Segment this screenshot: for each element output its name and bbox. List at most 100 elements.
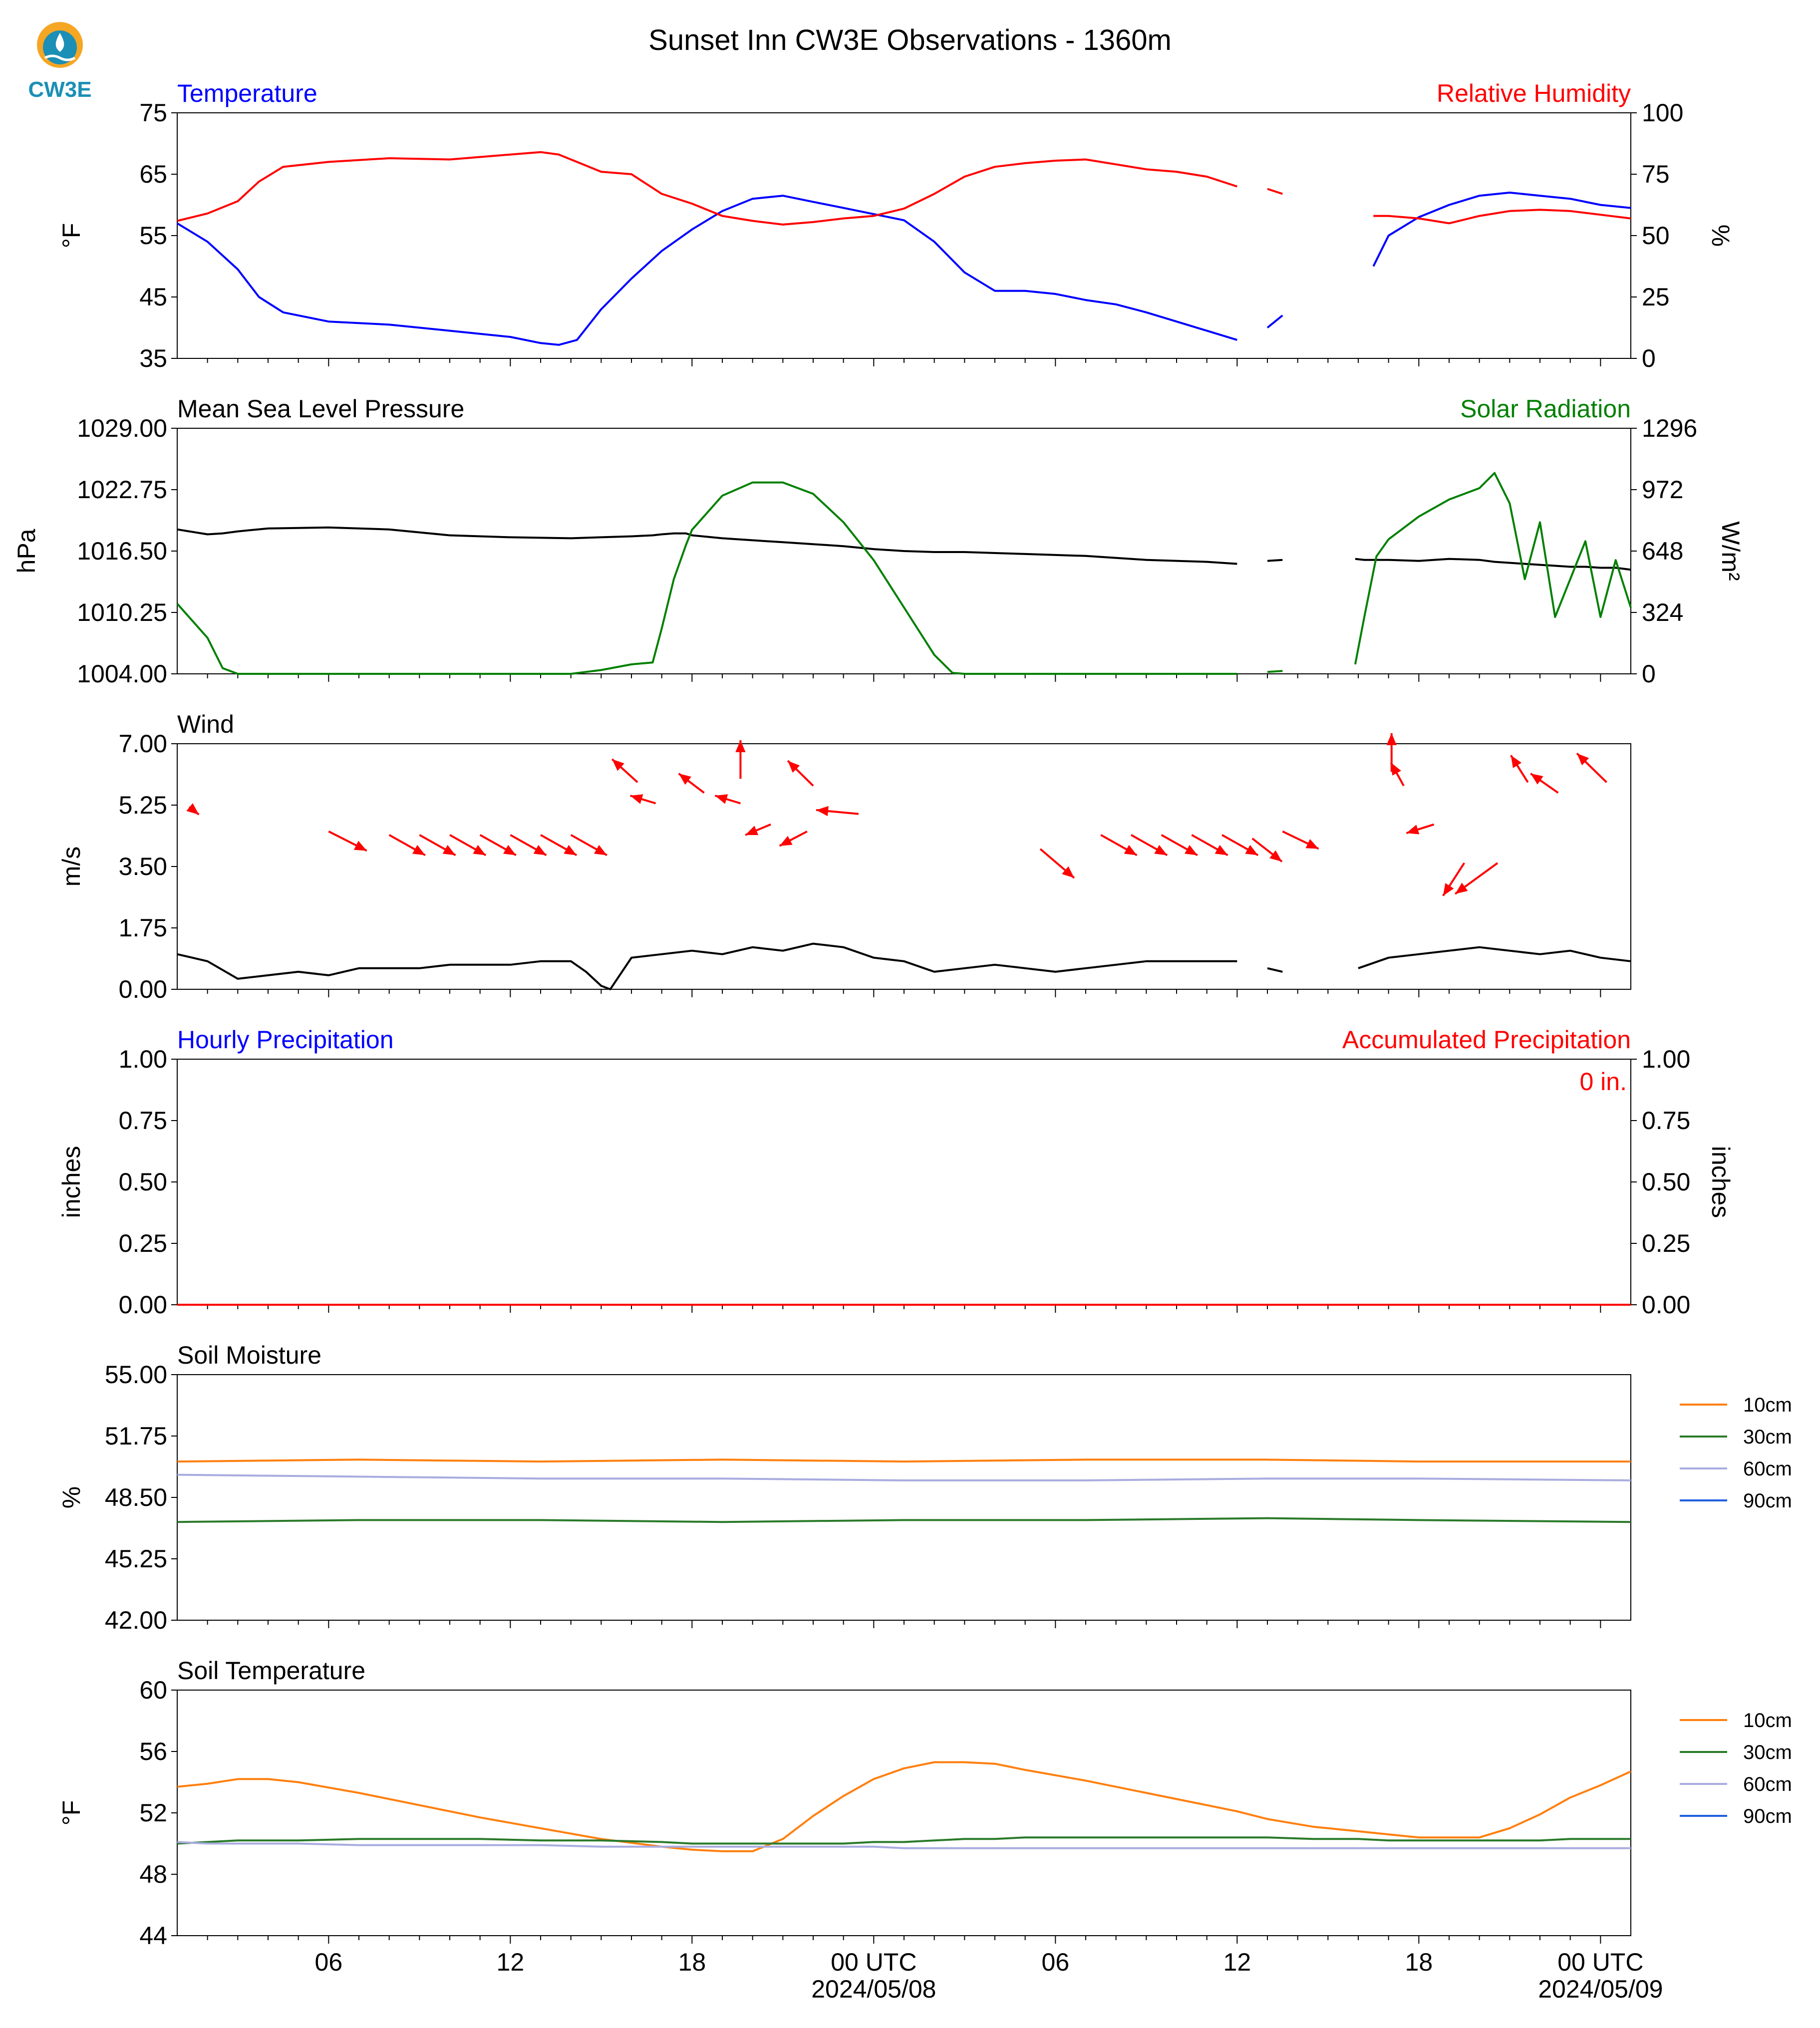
y-tick-label-right: 50: [1642, 222, 1670, 250]
y-tick-label-left: 0.75: [119, 1107, 167, 1135]
plot-frame: [177, 743, 1631, 990]
y-tick-label-right: 75: [1642, 160, 1670, 188]
y-tick-label-left: 44: [139, 1922, 167, 1950]
series-line-10cm: [177, 1761, 1631, 1852]
wind-arrow-head: [1062, 866, 1074, 878]
wind-arrow-head: [564, 845, 577, 856]
y-tick-label-left: 1.00: [119, 1045, 167, 1073]
y-tick-label-left: 1029.00: [77, 414, 167, 442]
y-axis-label-right: W/m²: [1717, 521, 1745, 580]
logo-wave-icon: [44, 54, 76, 61]
y-axis-label-left: inches: [57, 1146, 85, 1218]
series-line-30cm: [177, 1517, 1631, 1523]
x-tick-date-label: 2024/05/08: [811, 1975, 936, 2003]
wind-arrow-head: [1443, 883, 1454, 896]
y-axis-label-left: °F: [57, 223, 85, 249]
y-tick-label-left: 0.50: [119, 1168, 167, 1196]
panels: 75 65 55 45 35 100 75 50 25 0 Temperature Relative …: [12, 79, 1792, 2003]
legend-label-90cm: 90cm: [1743, 1490, 1792, 1512]
legend-label-30cm: 30cm: [1743, 1741, 1792, 1763]
accumulated-total-label: 0 in.: [1579, 1068, 1627, 1096]
series-line-temperature: [176, 191, 1631, 346]
y-tick-label-left: 5.25: [119, 791, 167, 819]
wind-arrow-head: [1455, 882, 1468, 894]
y-tick-label-left: 42.00: [105, 1606, 167, 1634]
legend-label-60cm: 60cm: [1743, 1458, 1792, 1480]
wind-arrow-head: [353, 841, 367, 851]
series-line-mean-sea-level-pressure: [177, 526, 1631, 571]
y-tick-label-left: 75: [139, 99, 167, 127]
y-tick-label-right: 0.75: [1642, 1107, 1690, 1135]
wind-arrow-head: [1530, 773, 1543, 785]
series-line-60cm: [177, 1473, 1631, 1481]
y-tick-label-right: 25: [1642, 283, 1670, 311]
wind-arrow-head: [1154, 845, 1168, 856]
wind-arrow-head: [1577, 753, 1589, 766]
series-line-relative-humidity: [177, 151, 1631, 226]
y-tick-label-left: 52: [139, 1799, 167, 1827]
y-tick-label-left: 35: [139, 344, 167, 372]
plot-frame: [177, 112, 1631, 359]
y-tick-label-right: 1296: [1642, 414, 1697, 442]
y-tick-label-right: 0.50: [1642, 1168, 1690, 1196]
wind-arrow-head: [1305, 839, 1319, 849]
y-tick-label-left: 0.00: [119, 975, 167, 1003]
y-tick-label-right: 324: [1642, 598, 1683, 626]
y-tick-label-left: 48: [139, 1860, 167, 1888]
wind-arrow-head: [779, 836, 793, 846]
plot-frame: [177, 1374, 1631, 1621]
wind-arrow-head: [442, 845, 456, 856]
panel-left-title: Hourly Precipitation: [177, 1026, 394, 1054]
y-tick-label-right: 0: [1642, 344, 1656, 372]
y-tick-label-left: 1016.50: [77, 537, 167, 565]
wind-arrow-head: [533, 845, 547, 856]
x-tick-date-label: 2024/05/09: [1538, 1975, 1663, 2003]
legend-label-10cm: 10cm: [1743, 1710, 1792, 1732]
logo-drop-icon: [55, 33, 64, 52]
wind-arrow-head: [735, 740, 746, 752]
series-line-30cm: [177, 1836, 1631, 1845]
y-axis-label-left: m/s: [57, 847, 85, 887]
wind-arrow-head: [745, 826, 759, 836]
y-tick-label-left: 0.00: [119, 1291, 167, 1319]
panel-wind: 7.00 5.25 3.50 1.75 0.00 Wind m/s: [57, 710, 1631, 1003]
y-tick-label-left: 55.00: [105, 1361, 167, 1389]
wind-arrow-head: [788, 761, 800, 773]
y-tick-label-left: 7.00: [119, 730, 167, 758]
wind-arrow-head: [612, 759, 624, 771]
y-tick-label-left: 55: [139, 222, 167, 250]
x-tick-label: 06: [1042, 1948, 1070, 1976]
y-tick-label-right: 1.00: [1642, 1045, 1690, 1073]
series-line-wind-speed: [177, 942, 1631, 990]
y-tick-label-left: 45: [139, 283, 167, 311]
y-tick-label-left: 1010.25: [77, 598, 167, 626]
y-tick-label-left: 0.25: [119, 1229, 167, 1257]
x-tick-label: 00 UTC: [831, 1948, 916, 1976]
panel-right-title: Relative Humidity: [1437, 79, 1631, 107]
y-axis-label-left: °F: [57, 1800, 85, 1826]
series-line-10cm: [177, 1458, 1631, 1463]
wind-arrow-head: [678, 773, 691, 785]
wind-arrow-head: [816, 806, 829, 817]
panel-left-title: Wind: [177, 710, 234, 738]
y-axis-label-right: %: [1707, 225, 1735, 247]
y-tick-label-right: 0.25: [1642, 1229, 1690, 1257]
figure-title: Sunset Inn CW3E Observations - 1360m: [648, 24, 1172, 56]
y-tick-label-right: 100: [1642, 99, 1683, 127]
wind-arrow-head: [186, 803, 199, 815]
wind-arrow-head: [1185, 845, 1198, 856]
y-tick-label-right: 0.00: [1642, 1291, 1690, 1319]
y-tick-label-left: 48.50: [105, 1483, 167, 1511]
y-axis-label-right: inches: [1707, 1146, 1735, 1218]
panel-soil_temperature: 60 56 52 48 44 Soil Temperature °F 10cm 30cm 60cm…: [57, 1657, 1792, 1950]
wind-arrow-head: [594, 845, 607, 856]
series-line-60cm: [177, 1841, 1631, 1849]
panel-pressure_solar: 1029.00 1022.75 1016.50 1010.25 1004.00 1296 9…: [12, 395, 1745, 688]
y-tick-label-left: 51.75: [105, 1422, 167, 1450]
y-tick-label-right: 648: [1642, 537, 1683, 565]
legend-label-30cm: 30cm: [1743, 1426, 1792, 1448]
y-axis-label-left: hPa: [12, 529, 40, 573]
logo-text: CW3E: [28, 77, 91, 102]
